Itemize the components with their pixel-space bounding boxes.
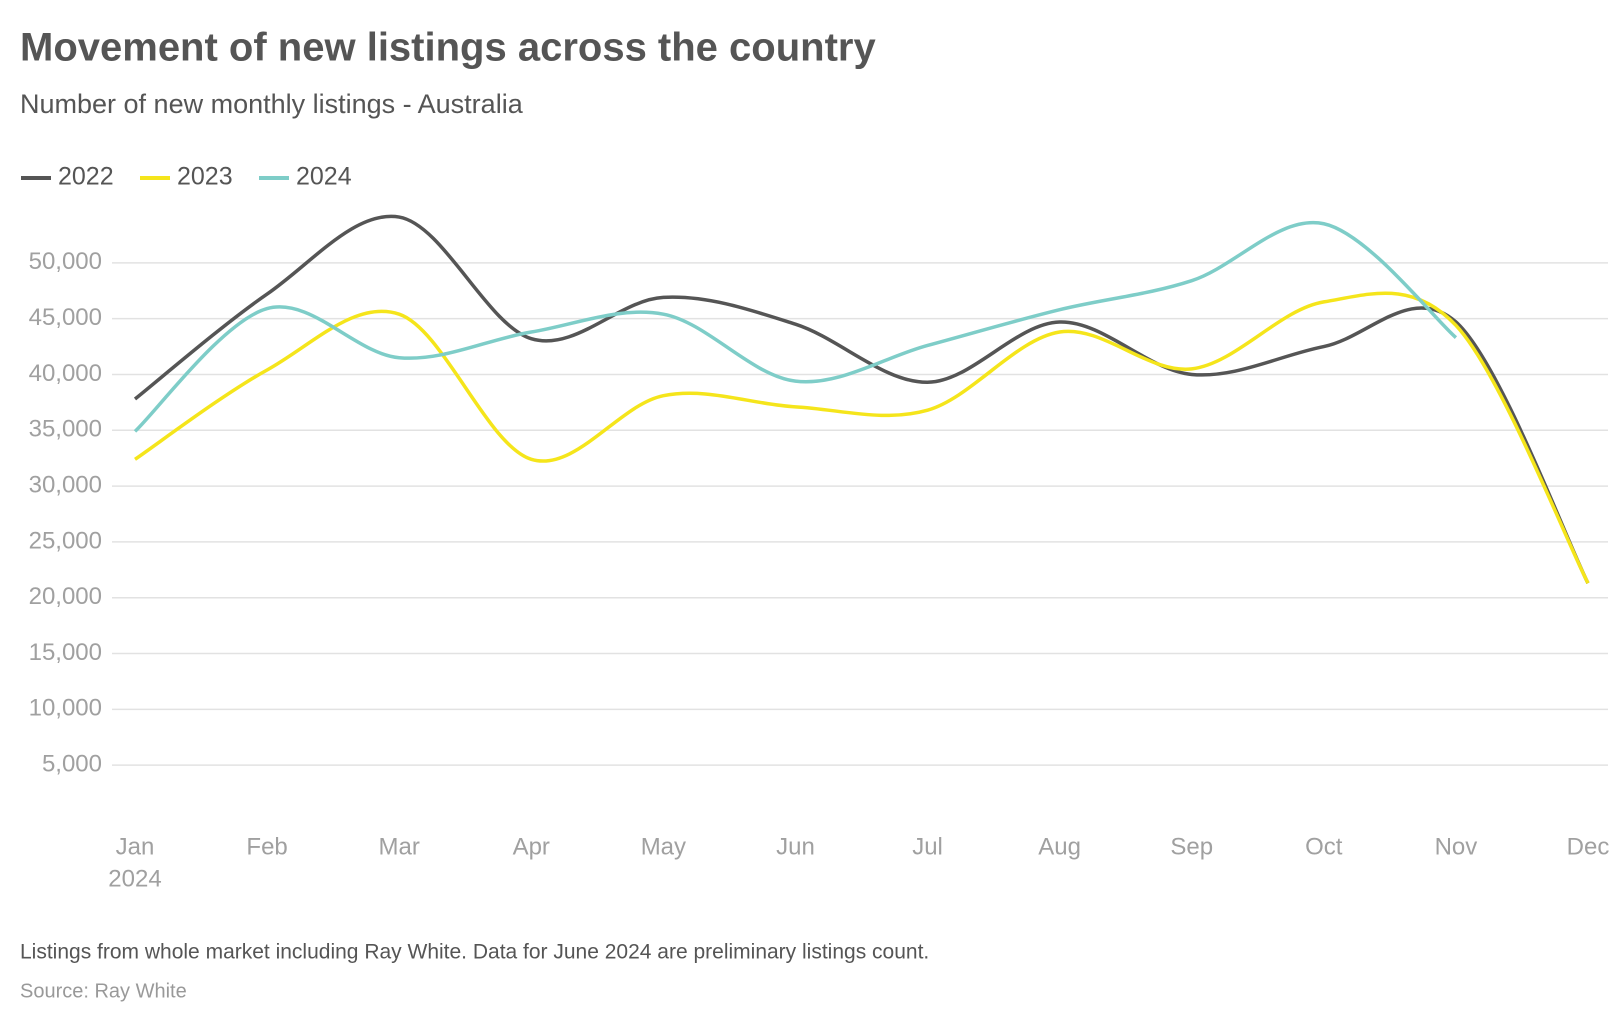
x-sublabel: 2024 xyxy=(108,865,161,892)
y-tick-label: 10,000 xyxy=(29,695,102,722)
source: Source: Ray White xyxy=(20,980,187,1002)
footnote: Listings from whole market including Ray… xyxy=(20,941,929,964)
x-tick-label: Mar xyxy=(379,833,420,860)
legend-label: 2024 xyxy=(296,163,352,191)
x-tick-label: Feb xyxy=(246,833,287,860)
series-line xyxy=(133,220,1458,433)
x-tick-label: Nov xyxy=(1435,833,1478,860)
y-tick-label: 5,000 xyxy=(42,751,102,778)
y-tick-label: 45,000 xyxy=(29,304,102,331)
legend-label: 2023 xyxy=(177,163,233,191)
x-tick-label: Dec xyxy=(1567,833,1610,860)
legend-label: 2022 xyxy=(58,163,114,191)
chart-title: Movement of new listings across the coun… xyxy=(20,26,876,70)
chart-subtitle: Number of new monthly listings - Austral… xyxy=(20,89,524,119)
x-tick-label: Jan xyxy=(116,833,155,860)
y-tick-label: 25,000 xyxy=(29,527,102,554)
y-tick-label: 15,000 xyxy=(29,639,102,666)
y-tick-label: 35,000 xyxy=(29,416,102,443)
y-tick-label: 50,000 xyxy=(29,248,102,275)
series-line xyxy=(134,291,1590,585)
x-tick-label: Aug xyxy=(1038,833,1081,860)
y-tick-label: 20,000 xyxy=(29,583,102,610)
x-tick-label: May xyxy=(641,833,686,860)
x-tick-label: Apr xyxy=(513,833,550,860)
x-tick-label: Oct xyxy=(1305,833,1343,860)
x-tick-label: Jun xyxy=(776,833,815,860)
x-tick-label: Sep xyxy=(1170,833,1213,860)
x-tick-label: Jul xyxy=(912,833,943,860)
y-tick-label: 30,000 xyxy=(29,471,102,498)
series-line xyxy=(133,214,1590,585)
y-tick-label: 40,000 xyxy=(29,360,102,387)
